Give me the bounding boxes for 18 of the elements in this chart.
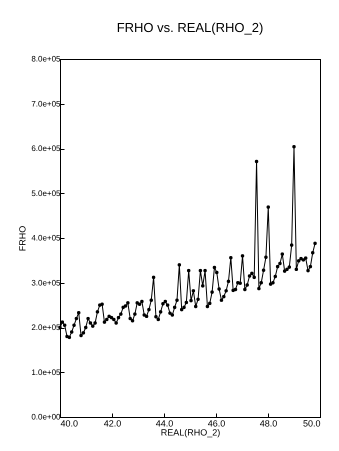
y-tick-label: 5.0e+05 (31, 188, 62, 198)
y-axis-title: FRHO (17, 226, 28, 252)
x-tick-label: 44.0 (156, 418, 174, 428)
y-tick-label: 4.0e+05 (31, 234, 62, 242)
x-tick-label: 50.0 (302, 418, 320, 428)
y-tick-label: 7.0e+05 (31, 99, 62, 108)
y-tick-label: 1.0e+05 (31, 368, 62, 377)
x-axis-title: REAL(RHO_2) (160, 428, 220, 438)
y-tick-label: 2.0e+05 (31, 323, 62, 332)
y-tick-label: 3.0e+05 (31, 278, 62, 288)
x-tick-label: 46.0 (208, 418, 226, 428)
x-tick-label: 40.0 (60, 418, 78, 428)
chart-title: FRHO vs. REAL(RHO_2) (116, 20, 264, 35)
y-tick-label: 0.0e+00 (31, 412, 62, 422)
x-tick-label: 48.0 (260, 418, 278, 428)
y-tick-label: 8.0e+05 (31, 54, 62, 64)
y-tick-label: 6.0e+05 (31, 144, 62, 153)
x-tick-label: 42.0 (104, 418, 122, 428)
